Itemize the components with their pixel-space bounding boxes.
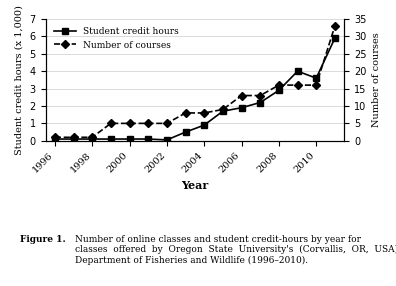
Text: Number of online classes and student credit-hours by year for
classes  offered  : Number of online classes and student cre… <box>75 235 396 265</box>
Number of courses <box>221 108 225 111</box>
Student credit hours <box>71 137 76 141</box>
Student credit hours <box>53 137 57 141</box>
Student credit hours <box>164 138 169 142</box>
Number of courses <box>164 122 169 125</box>
Student credit hours <box>183 130 188 134</box>
Number of courses <box>276 84 281 87</box>
Number of courses <box>109 122 113 125</box>
Number of courses <box>146 122 150 125</box>
Student credit hours <box>109 137 113 141</box>
Student credit hours <box>146 137 150 141</box>
Student credit hours <box>295 69 300 73</box>
Number of courses <box>239 94 244 97</box>
Student credit hours <box>333 36 337 40</box>
Student credit hours <box>202 123 207 127</box>
Number of courses <box>127 122 132 125</box>
Student credit hours <box>258 101 263 104</box>
Text: Figure 1.: Figure 1. <box>20 235 66 243</box>
Number of courses <box>202 111 207 115</box>
Number of courses <box>295 84 300 87</box>
Student credit hours <box>221 110 225 113</box>
Number of courses <box>90 136 95 139</box>
Student credit hours <box>127 137 132 141</box>
Student credit hours <box>276 89 281 92</box>
Line: Student credit hours: Student credit hours <box>52 35 338 143</box>
Number of courses <box>258 94 263 97</box>
Number of courses <box>183 111 188 115</box>
Student credit hours <box>314 76 319 80</box>
X-axis label: Year: Year <box>181 180 209 191</box>
Number of courses <box>333 24 337 28</box>
Number of courses <box>53 136 57 139</box>
Legend: Student credit hours, Number of courses: Student credit hours, Number of courses <box>50 23 183 53</box>
Number of courses <box>314 84 319 87</box>
Student credit hours <box>90 137 95 141</box>
Line: Number of courses: Number of courses <box>52 23 338 140</box>
Number of courses <box>71 136 76 139</box>
Student credit hours <box>239 106 244 110</box>
Y-axis label: Student credit hours (x 1,000): Student credit hours (x 1,000) <box>15 5 24 155</box>
Y-axis label: Number of courses: Number of courses <box>372 33 381 127</box>
